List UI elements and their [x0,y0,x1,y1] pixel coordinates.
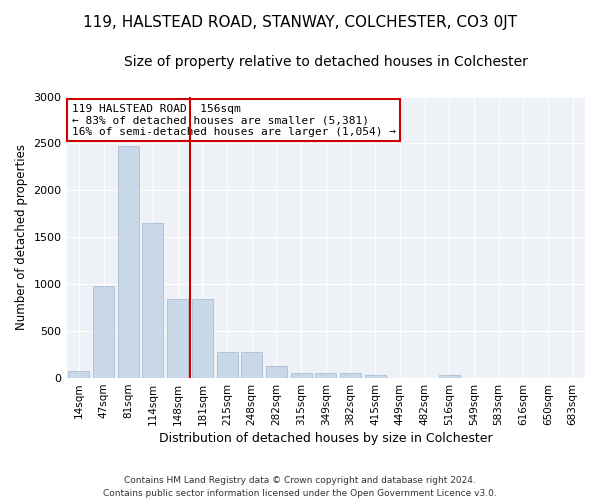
Bar [192,299,213,378]
Bar [266,366,287,378]
Text: 119, HALSTEAD ROAD, STANWAY, COLCHESTER, CO3 0JT: 119, HALSTEAD ROAD, STANWAY, COLCHESTER,… [83,15,517,30]
Bar [167,299,188,378]
Text: Contains HM Land Registry data © Crown copyright and database right 2024.
Contai: Contains HM Land Registry data © Crown c… [103,476,497,498]
Bar [365,376,386,378]
X-axis label: Distribution of detached houses by size in Colchester: Distribution of detached houses by size … [159,432,493,445]
Y-axis label: Number of detached properties: Number of detached properties [15,144,28,330]
Bar [340,373,361,378]
Bar [93,286,114,378]
Bar [241,352,262,378]
Text: 119 HALSTEAD ROAD: 156sqm
← 83% of detached houses are smaller (5,381)
16% of se: 119 HALSTEAD ROAD: 156sqm ← 83% of detac… [72,104,396,137]
Bar [142,223,163,378]
Bar [290,373,311,378]
Bar [439,376,460,378]
Bar [315,373,336,378]
Bar [217,352,238,378]
Bar [118,146,139,378]
Bar [68,371,89,378]
Title: Size of property relative to detached houses in Colchester: Size of property relative to detached ho… [124,55,528,69]
